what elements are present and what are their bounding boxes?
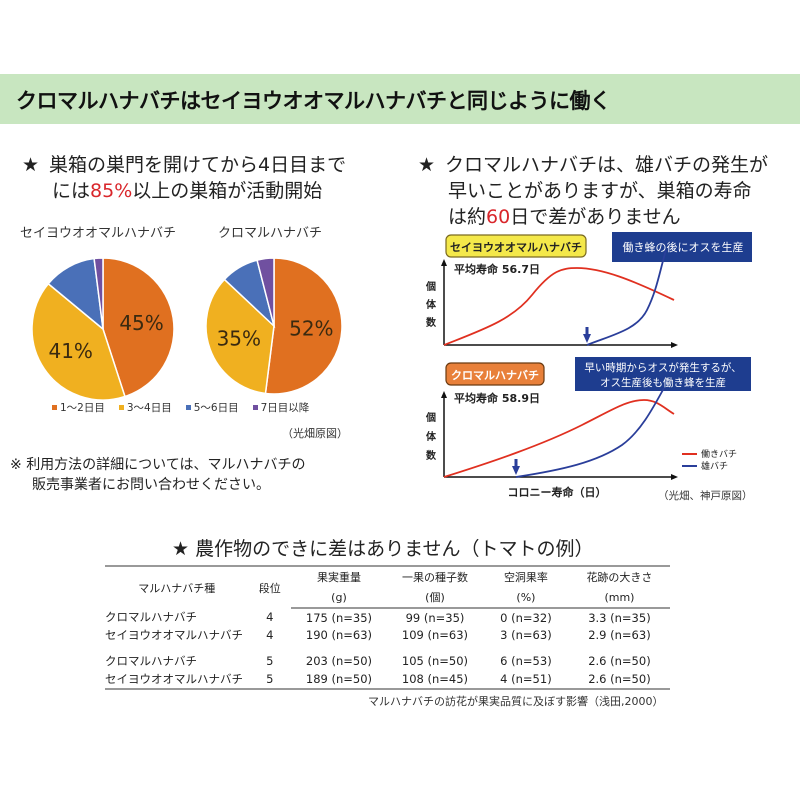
svg-text:早い時期からオスが発生するが、: 早い時期からオスが発生するが、 [584, 361, 741, 374]
legend-item: 1〜2日目 [52, 400, 105, 415]
legend-item: 3〜4日目 [118, 400, 172, 415]
svg-text:セイヨウオオマルハナバチ: セイヨウオオマルハナバチ [450, 241, 582, 254]
svg-text:コロニー寿命（日）: コロニー寿命（日） [508, 485, 607, 499]
col-header: 果実重量 [290, 565, 387, 587]
col-unit: (%) [482, 587, 569, 609]
svg-text:平均寿命 58.9日: 平均寿命 58.9日 [454, 391, 540, 405]
tomato-quality-table: マルハナバチ種 段位 果実重量 一果の種子数 空洞果率 花跡の大きさ (g) (… [105, 565, 670, 690]
legend-swatch-icon [52, 405, 57, 410]
legend-swatch-icon [118, 405, 124, 410]
pie-slice [102, 257, 175, 398]
svg-text:働き蜂の後にオスを生産: 働き蜂の後にオスを生産 [623, 240, 744, 254]
legend-swatch-icon [252, 405, 258, 410]
legend-swatch-icon [185, 405, 191, 410]
col-header: 一果の種子数 [386, 565, 483, 587]
chart-kuro: クロマルハナバチ 早い時期からオスが発生するが、 オス生産後も働き蜂を生産 平均… [425, 357, 751, 499]
highlight-60: 60 [486, 206, 511, 228]
pie-percent-label: 52% [289, 316, 333, 340]
col-header: 段位 [248, 565, 291, 608]
pie-slice [256, 257, 275, 327]
pie-slice [93, 257, 104, 330]
svg-text:体: 体 [426, 430, 437, 443]
col-unit: (g) [290, 587, 387, 609]
pie-percent-label: 45% [119, 311, 163, 335]
svg-text:クロマルハナバチ: クロマルハナバチ [451, 369, 539, 382]
pie-chart-seiyou: 45% 41% [31, 257, 175, 401]
table-caption: マルハナバチの訪花が果実品質に及ぼす影響（浅田,2000） [368, 695, 664, 708]
highlight-85-percent: 85% [90, 180, 133, 202]
legend-item: 7日目以降 [252, 400, 309, 415]
col-unit: (mm) [568, 587, 670, 609]
svg-text:平均寿命 56.7日: 平均寿命 56.7日 [454, 262, 540, 276]
col-header: 空洞果率 [482, 565, 569, 587]
note-mark-icon: ※ [10, 457, 22, 473]
svg-text:個: 個 [425, 411, 436, 424]
col-header: 花跡の大きさ [568, 565, 670, 587]
svg-text:数: 数 [426, 316, 437, 329]
table-row: セイヨウオオマルハナバチ 4 190 (n=63) 109 (n=63) 3 (… [105, 628, 651, 642]
pie-percent-label: 35% [217, 327, 261, 351]
pie1-label: セイヨウオオマルハナバチ [20, 226, 177, 241]
pie-slice [264, 257, 343, 395]
svg-text:数: 数 [426, 449, 437, 462]
chart-seiyou: セイヨウオオマルハナバチ 働き蜂の後にオスを生産 平均寿命 56.7日 個 体 … [425, 232, 752, 348]
left-headline: ★ 巣箱の巣門を開けてから4日目まで には85%以上の巣箱が活動開始 [22, 154, 347, 202]
page-title: クロマルハナバチはセイヨウオオマルハナバチと同じように働く [16, 89, 611, 113]
table-row: セイヨウオオマルハナバチ 5 189 (n=50) 108 (n=45) 4 (… [105, 670, 670, 690]
star-icon: ★ [418, 154, 436, 176]
legend-item: 5〜6日目 [185, 400, 239, 415]
title-banner: クロマルハナバチはセイヨウオオマルハナバチと同じように働く [0, 74, 800, 124]
pie-chart-kuro: 52% 35% [205, 257, 343, 395]
table-row: クロマルハナバチ 5 203 (n=50) 105 (n=50) 6 (n=53… [105, 654, 651, 668]
pie-slice [205, 278, 275, 395]
line-chart-credit: （光畑、神戸原図） [658, 490, 753, 502]
pie-slice [31, 282, 126, 401]
row-spacer [105, 644, 670, 652]
pie2-label: クロマルハナバチ [218, 226, 323, 241]
col-unit: (個) [386, 587, 483, 609]
usage-note: ※ 利用方法の詳細については、マルハナバチの 販売事業者にお問い合わせください。 [10, 457, 306, 493]
pie-legend: 1〜2日目 3〜4日目 5〜6日目 7日目以降 [52, 400, 309, 415]
svg-text:雄バチ: 雄バチ [701, 460, 728, 472]
table-row: クロマルハナバチ 4 175 (n=35) 99 (n=35) 0 (n=32)… [105, 610, 651, 625]
pie-credit: （光畑原図） [282, 427, 348, 440]
col-header: マルハナバチ種 [105, 565, 249, 608]
svg-text:個: 個 [425, 280, 436, 293]
colony-lifespan-charts: セイヨウオオマルハナバチ 働き蜂の後にオスを生産 平均寿命 56.7日 個 体 … [425, 232, 752, 499]
tomato-section-title: ★ 農作物のできに差はありません（トマトの例） [172, 538, 594, 560]
star-icon: ★ [22, 154, 40, 176]
pie-percent-label: 41% [48, 339, 92, 363]
svg-text:働きバチ: 働きバチ [701, 448, 737, 460]
right-headline: ★ クロマルハナバチは、雄バチの発生が 早いことがありますが、巣箱の寿命 は約60… [418, 154, 769, 228]
svg-text:オス生産後も働き蜂を生産: オス生産後も働き蜂を生産 [600, 376, 726, 389]
svg-text:体: 体 [426, 298, 437, 311]
